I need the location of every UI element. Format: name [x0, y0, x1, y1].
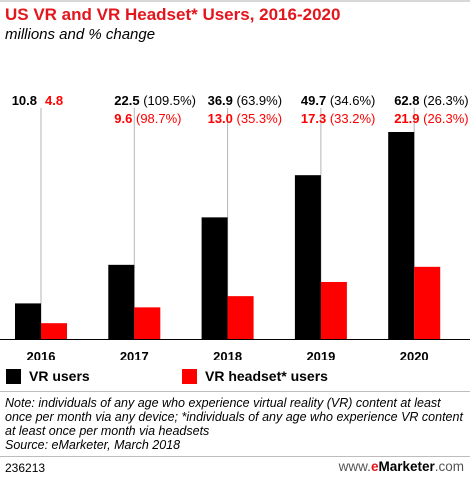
bar-vr-users — [294, 175, 321, 339]
data-label-vr-headset-users: 13.0 (35.3%) — [208, 111, 282, 126]
data-label-vr-headset-users: 4.8 — [45, 93, 63, 108]
brand-suffix: .com — [434, 459, 464, 474]
bar-vr-users — [108, 264, 135, 339]
data-label-vr-users: 36.9 (63.9%) — [208, 93, 282, 108]
x-tick-label: 2019 — [306, 349, 335, 360]
bar-vr-headset-users — [134, 307, 161, 339]
data-label-vr-headset-users: 21.9 (26.3%) — [394, 111, 468, 126]
x-tick-label: 2016 — [27, 349, 56, 360]
chart-title: US VR and VR Headset* Users, 2016-2020 — [5, 5, 341, 24]
footer: 236213 www.eMarketer.com — [0, 456, 470, 481]
emarketer-logo[interactable]: www.eMarketer.com — [339, 459, 464, 474]
legend-label-vr-users: VR users — [29, 368, 90, 384]
brand-name: Marketer — [378, 459, 435, 474]
note-text: Note: individuals of any age who experie… — [5, 396, 463, 438]
bar-vr-headset-users — [41, 323, 67, 339]
chart-subtitle: millions and % change — [5, 26, 156, 43]
bar-vr-headset-users — [227, 296, 254, 339]
data-label-vr-headset-users: 9.6 (98.7%) — [114, 111, 181, 126]
source-text: Source: eMarketer, March 2018 — [5, 438, 181, 452]
bar-vr-users — [388, 132, 415, 339]
legend-label-vr-headset-users: VR headset* users — [205, 368, 328, 384]
bar-vr-headset-users — [414, 266, 441, 339]
data-label-vr-users: 49.7 (34.6%) — [301, 93, 375, 108]
data-label-vr-users: 10.8 — [12, 93, 37, 108]
chart-id: 236213 — [5, 461, 46, 475]
brand-e: e — [370, 459, 379, 474]
data-label-vr-headset-users: 17.3 (33.2%) — [301, 111, 375, 126]
legend-item-vr-headset-users: VR headset* users — [182, 368, 328, 384]
bar-vr-headset-users — [320, 281, 347, 339]
data-label-vr-users: 22.5 (109.5%) — [114, 93, 196, 108]
data-label-vr-users: 62.8 (26.3%) — [394, 93, 468, 108]
bar-vr-users — [15, 303, 41, 339]
bar-vr-users — [201, 217, 228, 339]
top-rule — [0, 0, 470, 2]
brand-prefix: www. — [338, 459, 371, 474]
notes-divider — [0, 391, 470, 392]
legend-swatch-vr-headset-users — [182, 368, 197, 384]
x-tick-label: 2018 — [213, 349, 242, 360]
legend-swatch-vr-users — [6, 368, 21, 384]
x-tick-label: 2020 — [400, 349, 429, 360]
x-tick-label: 2017 — [120, 349, 149, 360]
bar-chart: 10.8 4.8 2016 22.5 (109.5%) 9.6 (98.7%) 2017 3… — [0, 93, 470, 360]
legend-item-vr-users: VR users — [6, 368, 90, 384]
notes-block: Note: individuals of any age who experie… — [5, 396, 465, 452]
